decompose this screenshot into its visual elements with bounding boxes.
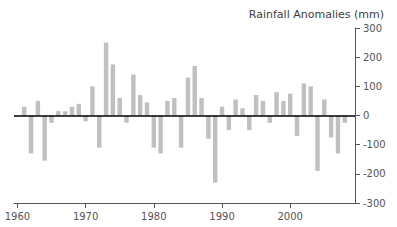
svg-text:1990: 1990: [209, 211, 234, 222]
svg-text:-200: -200: [363, 168, 386, 179]
svg-text:-100: -100: [363, 139, 386, 150]
svg-text:1970: 1970: [73, 211, 98, 222]
svg-text:Rainfall Anomalies (mm): Rainfall Anomalies (mm): [249, 8, 384, 21]
svg-text:200: 200: [363, 52, 382, 63]
svg-text:-300: -300: [363, 198, 386, 209]
svg-text:100: 100: [363, 81, 382, 92]
svg-text:2000: 2000: [277, 211, 302, 222]
svg-text:0: 0: [363, 110, 369, 121]
svg-text:1960: 1960: [5, 211, 30, 222]
svg-text:1980: 1980: [141, 211, 166, 222]
svg-text:300: 300: [363, 23, 382, 34]
